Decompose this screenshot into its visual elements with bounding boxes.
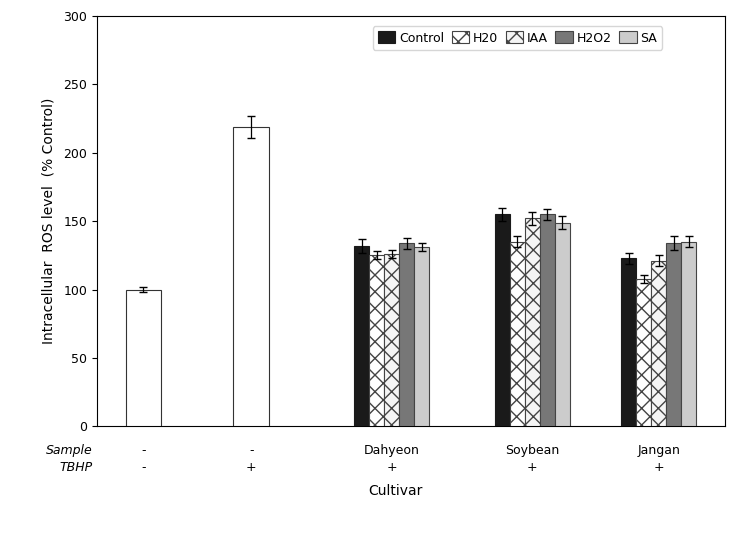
Text: -: - (141, 461, 146, 474)
Bar (233, 127, 269, 426)
Text: TBHP: TBHP (59, 461, 93, 474)
Text: Soybean: Soybean (505, 444, 560, 457)
Bar (399, 243, 414, 426)
Text: Dahyeon: Dahyeon (364, 444, 420, 457)
Bar (354, 246, 369, 426)
Text: +: + (527, 461, 537, 474)
Text: Cultivar: Cultivar (368, 484, 423, 498)
Text: +: + (654, 461, 664, 474)
Bar (369, 255, 384, 426)
Text: +: + (246, 461, 256, 474)
Bar (125, 289, 161, 426)
Legend: Control, H20, IAA, H2O2, SA: Control, H20, IAA, H2O2, SA (373, 26, 662, 50)
Bar (622, 258, 636, 426)
Bar (539, 214, 554, 426)
Bar (524, 219, 539, 426)
Text: -: - (141, 444, 146, 457)
Text: +: + (386, 461, 397, 474)
Text: Jangan: Jangan (637, 444, 680, 457)
Bar (384, 254, 399, 426)
Text: Sample: Sample (46, 444, 93, 457)
Bar (681, 242, 696, 426)
Bar (495, 214, 509, 426)
Y-axis label: Intracellular  ROS level  (% Control): Intracellular ROS level (% Control) (41, 98, 55, 344)
Bar (651, 261, 666, 426)
Bar (509, 242, 524, 426)
Text: -: - (249, 444, 253, 457)
Bar (636, 279, 651, 426)
Bar (554, 223, 570, 426)
Bar (666, 243, 681, 426)
Bar (414, 247, 429, 426)
